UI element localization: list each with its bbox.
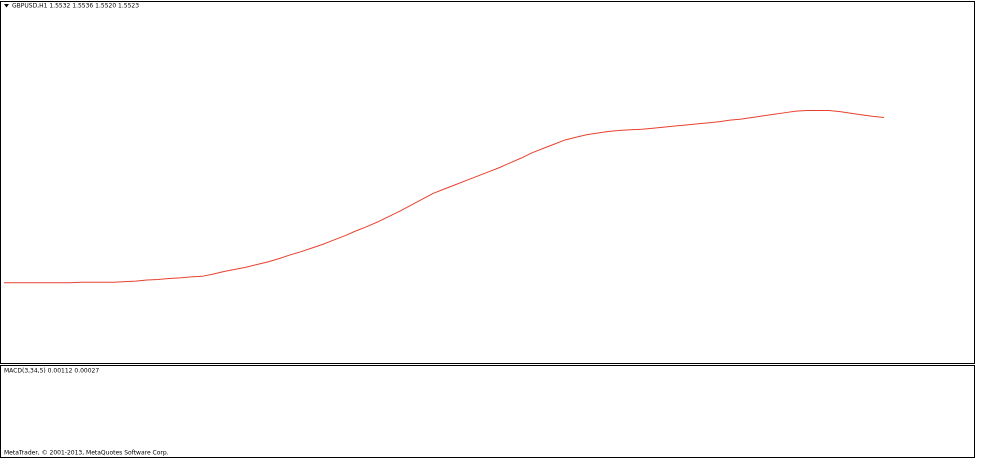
menu-triangle[interactable] bbox=[4, 4, 9, 8]
macd-frame bbox=[0, 365, 975, 458]
price-frame bbox=[0, 1, 975, 364]
chart-title: GBPUSD,H1 1.5532 1.5536 1.5520 1.5523 bbox=[12, 3, 139, 10]
copyright: MetaTrader, © 2001-2013, MetaQuotes Soft… bbox=[4, 450, 169, 457]
macd-title: MACD(3,34,5) 0.00112 0.00027 bbox=[4, 368, 99, 375]
moving-average bbox=[4, 110, 885, 284]
plot-layer bbox=[4, 110, 885, 284]
